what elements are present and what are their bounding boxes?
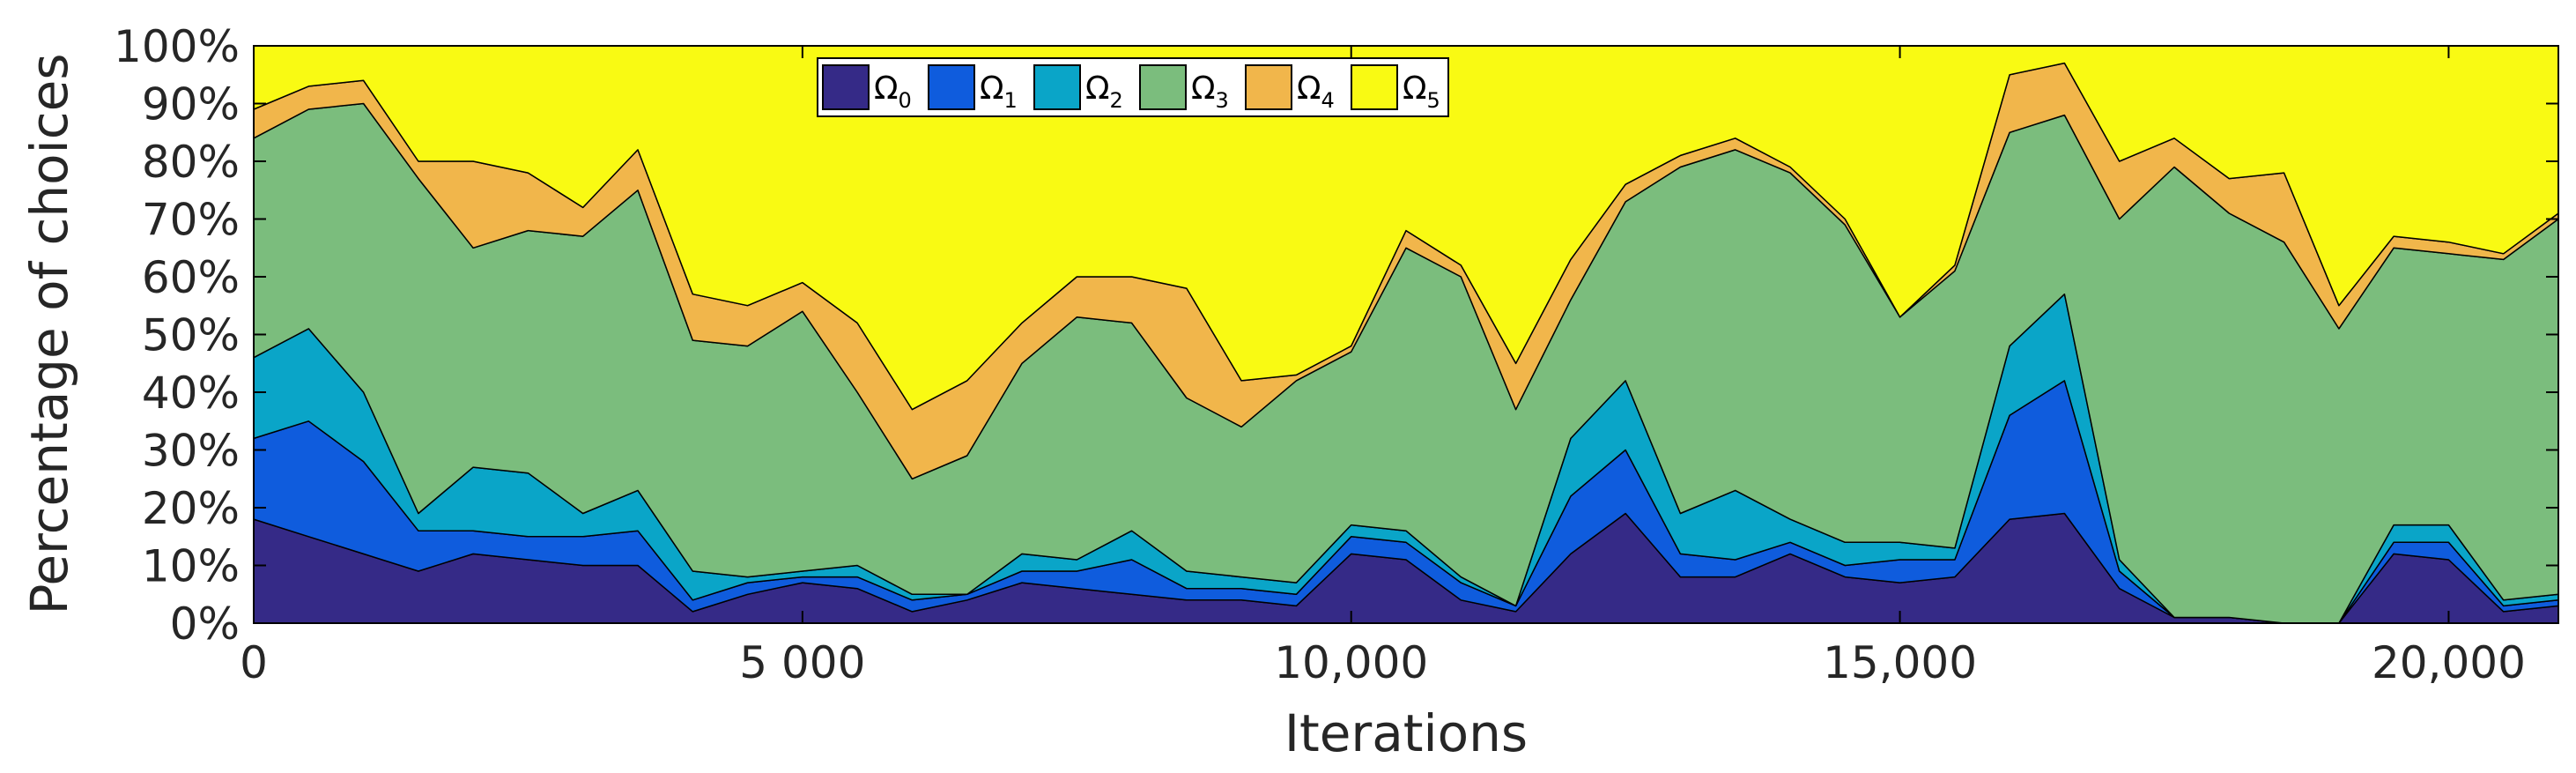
y-tick-label: 0% [170,598,240,650]
y-tick-label: 60% [142,252,240,303]
x-tick-label: 0 [240,637,268,688]
area-series-group [253,45,2559,624]
x-tick-label: 20,000 [2372,637,2526,688]
legend-swatch [1033,64,1081,110]
y-tick-label: 30% [142,426,240,477]
legend-swatch [822,64,870,110]
y-tick-label: 10% [142,541,240,592]
legend-label: Ω5 [1403,71,1440,113]
x-axis-title: Iterations [1284,703,1528,763]
legend-swatch [928,64,975,110]
y-axis-ticks: 0% 10% 20% 30% 40% 50% 60% 70% 80% 90% 100% [114,21,2558,650]
legend-label: Ω1 [980,71,1018,113]
y-tick-label: 70% [142,195,240,246]
legend-box [817,57,1449,117]
legend-label: Ω4 [1297,71,1335,113]
y-tick-label: 80% [142,137,240,188]
x-tick-label: 10,000 [1274,637,1428,688]
legend-label: Ω0 [874,71,912,113]
legend: Ω0 Ω1 Ω2 Ω3 Ω4 Ω5 [817,57,1449,117]
legend-label: Ω2 [1085,71,1123,113]
y-tick-label: 50% [142,310,240,361]
y-tick-label: 90% [142,79,240,130]
legend-swatch [1245,64,1292,110]
y-axis-title: Percentage of choices [19,53,79,614]
x-tick-label: 15,000 [1823,637,1977,688]
y-tick-label: 20% [142,483,240,534]
legend-swatch [1139,64,1187,110]
y-tick-label: 40% [142,368,240,419]
x-tick-label: 5 000 [739,637,865,688]
legend-label: Ω3 [1191,71,1229,113]
legend-swatch [1351,64,1398,110]
y-tick-label: 100% [114,21,240,72]
x-axis-ticks: 0 5 000 10,000 15,000 20,000 [240,46,2526,688]
